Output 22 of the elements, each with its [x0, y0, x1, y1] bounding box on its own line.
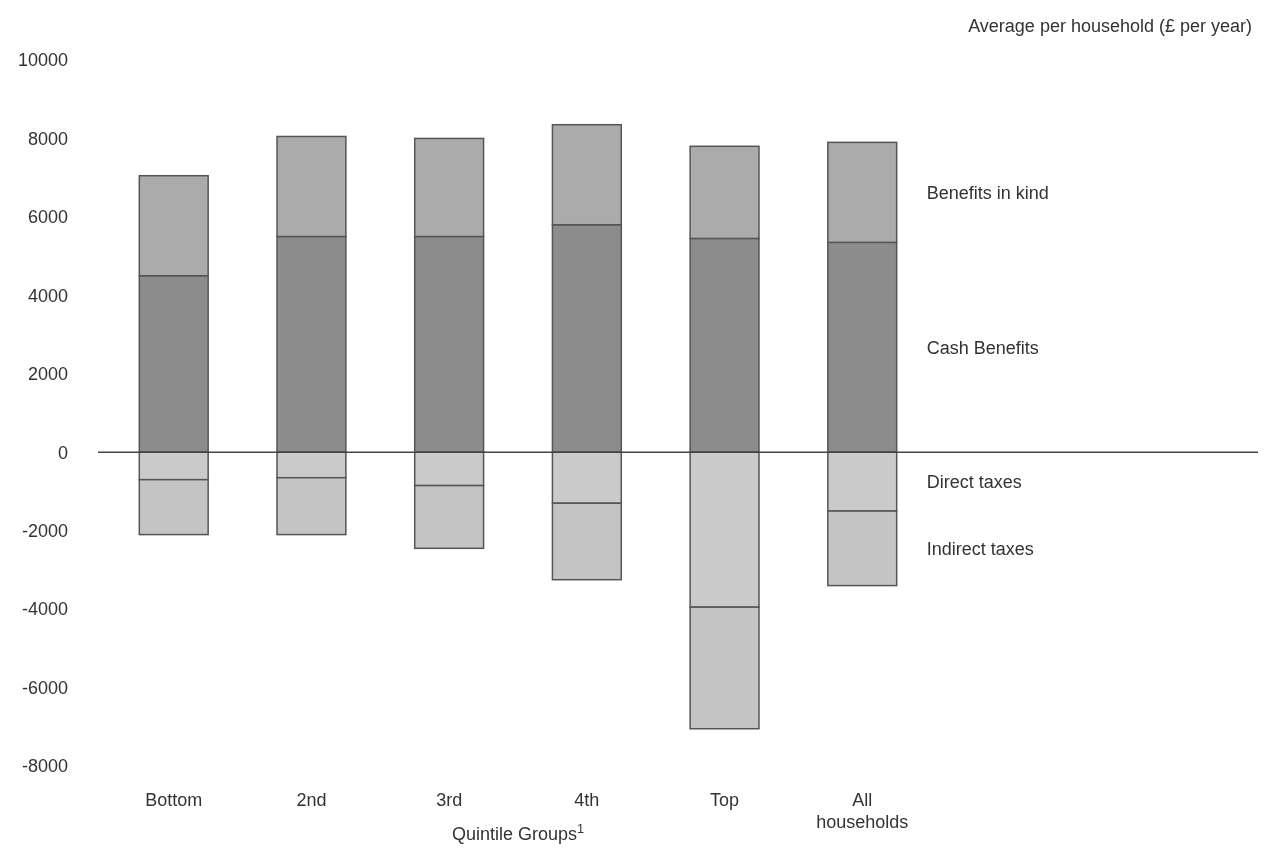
y-tick-label: -8000: [21, 756, 68, 777]
x-axis-title: Quintile Groups$^{1}$: [451, 822, 585, 844]
y-tick-label: 2000: [27, 364, 68, 385]
series-label: Benefits in kind: [926, 182, 1049, 203]
x-tick-label: Top: [710, 790, 740, 810]
y-axis-title: Average per household (£ per year): [968, 16, 1252, 36]
series-label: Cash Benefits: [926, 337, 1039, 358]
y-tick-label: 4000: [27, 285, 68, 306]
x-tick-label: 4th: [574, 790, 600, 810]
x-tick-label: 3rd: [436, 790, 463, 810]
x-tick-label: Bottom: [145, 790, 203, 810]
y-tick-label: 6000: [27, 207, 68, 228]
x-tick-label: 2nd: [296, 790, 327, 810]
x-tick-label: All households: [816, 790, 909, 832]
y-tick-label: -4000: [21, 599, 68, 620]
y-tick-label: 10000: [17, 50, 68, 71]
y-tick-label: -2000: [21, 520, 68, 541]
y-tick-label: -6000: [21, 677, 68, 698]
series-label: Indirect taxes: [926, 538, 1034, 559]
series-label: Direct taxes: [926, 471, 1022, 492]
y-tick-label: 0: [57, 442, 68, 463]
y-tick-label: 8000: [27, 128, 68, 149]
